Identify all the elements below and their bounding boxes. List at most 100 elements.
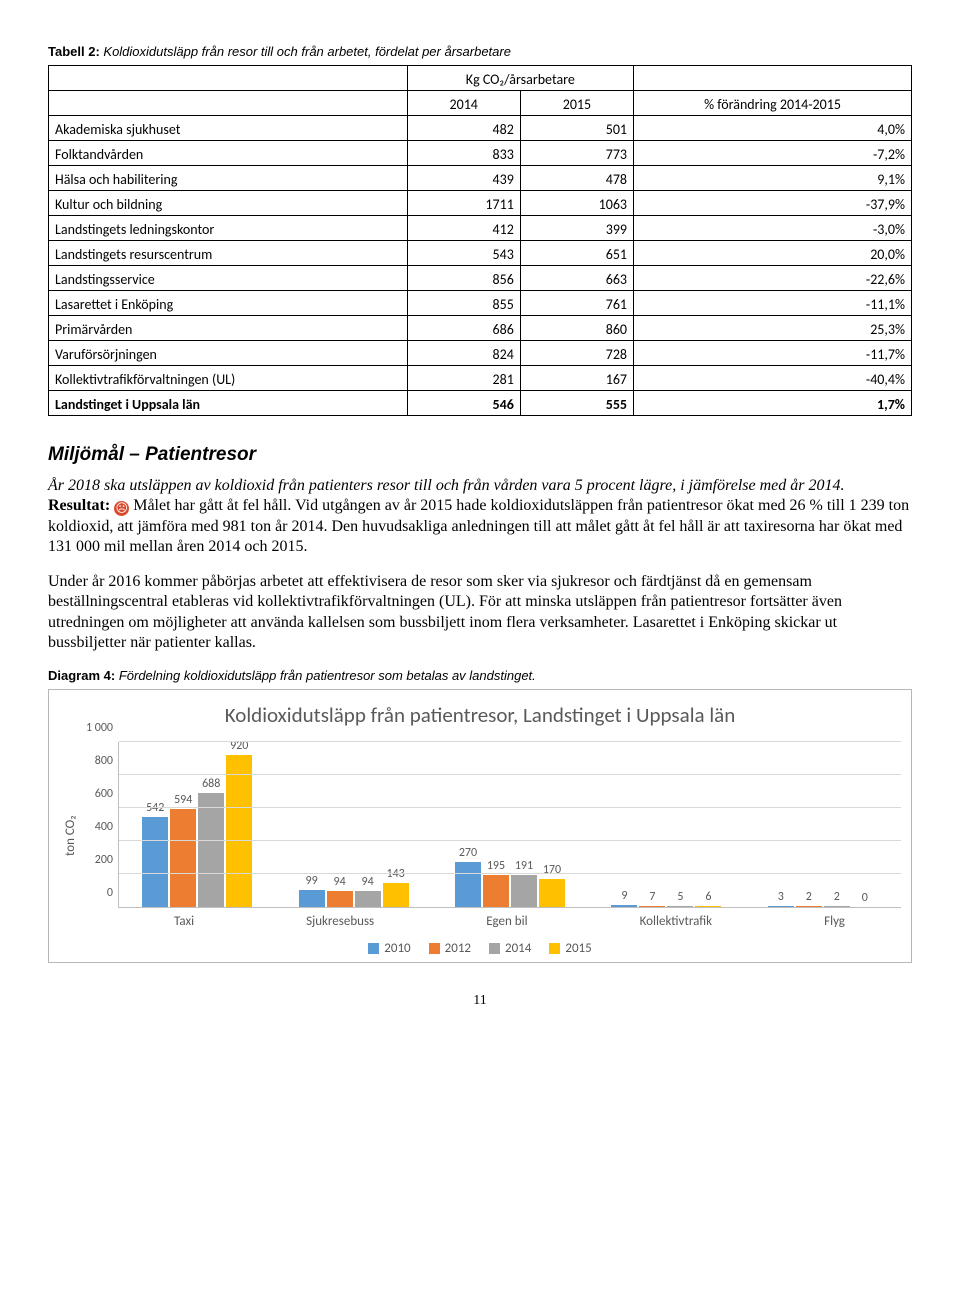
- y-tick-label: 1 000: [86, 721, 119, 735]
- table-total-0: 546: [407, 391, 520, 416]
- bar-value-label: 94: [361, 875, 373, 889]
- bar: 688: [198, 793, 224, 907]
- table-cell: 399: [520, 216, 633, 241]
- gridline: [119, 741, 901, 742]
- bar: 170: [539, 879, 565, 907]
- table-row: Landstingets resurscentrum54365120,0%: [49, 241, 912, 266]
- bar: 594: [170, 809, 196, 907]
- table-row-label: Landstingsservice: [49, 266, 408, 291]
- table-cell: 855: [407, 291, 520, 316]
- emissions-table: Kg CO₂/årsarbetare 2014 2015 % förändrin…: [48, 65, 912, 416]
- bar-group: 270195191170: [455, 862, 565, 907]
- bar-value-label: 3: [778, 890, 784, 904]
- table-row-label: Kollektivtrafikförvaltningen (UL): [49, 366, 408, 391]
- table-caption: Tabell 2: Koldioxidutsläpp från resor ti…: [48, 44, 912, 59]
- y-tick-label: 400: [95, 820, 119, 834]
- table-caption-text: Koldioxidutsläpp från resor till och frå…: [100, 44, 511, 59]
- table-cell: 860: [520, 316, 633, 341]
- bar-value-label: 94: [333, 875, 345, 889]
- bar: 6: [695, 906, 721, 907]
- table-cell: 501: [520, 116, 633, 141]
- table-row-label: Varuförsörjningen: [49, 341, 408, 366]
- table-cell: 773: [520, 141, 633, 166]
- table-cell: 833: [407, 141, 520, 166]
- table-row-label: Landstingets resurscentrum: [49, 241, 408, 266]
- para-2: Under år 2016 kommer påbörjas arbetet at…: [48, 572, 912, 654]
- table-row-label: Kultur och bildning: [49, 191, 408, 216]
- legend-swatch: [429, 943, 440, 954]
- bar: 94: [355, 891, 381, 907]
- bar-value-label: 688: [202, 777, 220, 791]
- x-category-label: Kollektivtrafik: [640, 914, 712, 929]
- x-category-label: Taxi: [174, 914, 194, 929]
- page-number: 11: [48, 993, 912, 1009]
- result-text: Målet har gått åt fel håll. Vid utgången…: [48, 497, 909, 555]
- table-caption-prefix: Tabell 2:: [48, 44, 100, 59]
- bar: 7: [639, 906, 665, 907]
- table-row: Landstingsservice856663-22,6%: [49, 266, 912, 291]
- table-row: Landstingets ledningskontor412399-3,0%: [49, 216, 912, 241]
- bar: 195: [483, 875, 509, 907]
- table-cell: -11,7%: [634, 341, 912, 366]
- table-cell: -7,2%: [634, 141, 912, 166]
- diagram-caption-text: Fördelning koldioxidutsläpp från patient…: [115, 668, 536, 683]
- legend-item: 2010: [368, 941, 410, 956]
- y-tick-label: 600: [95, 787, 119, 801]
- table-cell: 25,3%: [634, 316, 912, 341]
- bar-value-label: 99: [305, 874, 317, 888]
- bar: 920: [226, 755, 252, 907]
- bar-value-label: 542: [146, 801, 164, 815]
- table-total-1: 555: [520, 391, 633, 416]
- gridline: [119, 774, 901, 775]
- bar-group: 9756: [611, 905, 721, 906]
- bar: 542: [142, 817, 168, 906]
- legend-label: 2015: [565, 941, 591, 956]
- table-cell: -3,0%: [634, 216, 912, 241]
- bar-value-label: 191: [515, 859, 533, 873]
- gridline: [119, 807, 901, 808]
- table-cell: 482: [407, 116, 520, 141]
- table-cell: 439: [407, 166, 520, 191]
- table-cell: -37,9%: [634, 191, 912, 216]
- table-row: Hälsa och habilitering4394789,1%: [49, 166, 912, 191]
- result-label: Resultat:: [48, 497, 110, 514]
- table-row-label: Folktandvården: [49, 141, 408, 166]
- table-col-1: 2015: [520, 91, 633, 116]
- y-tick-label: 0: [107, 886, 119, 900]
- bar-value-label: 270: [459, 846, 477, 860]
- table-cell: 4,0%: [634, 116, 912, 141]
- y-tick-label: 800: [95, 754, 119, 768]
- table-empty-header2: [634, 66, 912, 91]
- chart-x-labels: TaxiSjukresebussEgen bilKollektivtrafikF…: [118, 914, 901, 929]
- table-cell: 856: [407, 266, 520, 291]
- legend-item: 2012: [429, 941, 471, 956]
- table-cell: 663: [520, 266, 633, 291]
- table-cell: 281: [407, 366, 520, 391]
- table-row-label: Primärvården: [49, 316, 408, 341]
- bar-value-label: 594: [174, 793, 192, 807]
- diagram-caption: Diagram 4: Fördelning koldioxidutsläpp f…: [48, 668, 912, 683]
- bar-value-label: 143: [386, 867, 404, 881]
- table-cell: 1711: [407, 191, 520, 216]
- bar-value-label: 7: [649, 890, 655, 904]
- legend-item: 2015: [549, 941, 591, 956]
- bar-group: 542594688920: [142, 755, 252, 907]
- chart-grid: 5425946889209994941432701951911709756322…: [118, 742, 901, 908]
- table-cell: 412: [407, 216, 520, 241]
- table-total-2: 1,7%: [634, 391, 912, 416]
- table-cell: 651: [520, 241, 633, 266]
- table-total-label: Landstinget i Uppsala län: [49, 391, 408, 416]
- legend-swatch: [489, 943, 500, 954]
- table-cell: 9,1%: [634, 166, 912, 191]
- bar-value-label: 9: [621, 889, 627, 903]
- table-cell: 824: [407, 341, 520, 366]
- section-heading: Miljömål – Patientresor: [48, 444, 912, 466]
- table-row: Folktandvården833773-7,2%: [49, 141, 912, 166]
- table-row-label: Lasarettet i Enköping: [49, 291, 408, 316]
- table-cell: -11,1%: [634, 291, 912, 316]
- legend-swatch: [549, 943, 560, 954]
- chart-legend: 2010201220142015: [59, 941, 901, 956]
- bar: 94: [327, 891, 353, 907]
- chart-title: Koldioxidutsläpp från patientresor, Land…: [59, 702, 901, 728]
- chart-y-label: ton CO₂: [59, 742, 78, 929]
